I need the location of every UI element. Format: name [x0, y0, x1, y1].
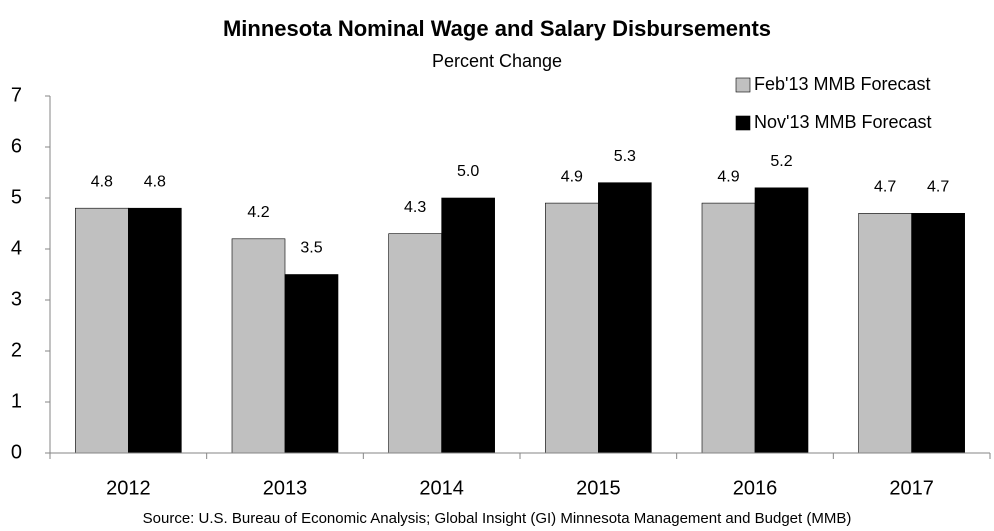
- bar: [911, 213, 965, 454]
- data-label: 3.5: [300, 240, 322, 257]
- chart-subtitle: Percent Change: [432, 51, 562, 71]
- data-label: 5.2: [770, 153, 792, 170]
- data-label: 4.3: [404, 199, 426, 216]
- legend-swatch: [735, 77, 751, 93]
- data-label: 4.8: [91, 173, 113, 190]
- bar: [388, 233, 442, 454]
- x-tick-label: 2013: [263, 477, 308, 499]
- data-label: 5.0: [457, 163, 479, 180]
- data-label: 4.8: [144, 173, 166, 190]
- x-tick-label: 2012: [106, 477, 151, 499]
- bar: [75, 207, 129, 454]
- x-tick-label: 2017: [889, 477, 934, 499]
- y-tick-label: 7: [11, 84, 22, 106]
- bar: [598, 182, 652, 454]
- y-tick-label: 1: [11, 390, 22, 412]
- bar: [754, 187, 809, 454]
- bar: [128, 207, 182, 454]
- y-tick-label: 5: [11, 186, 22, 208]
- y-tick-label: 3: [11, 288, 22, 310]
- legend-swatch: [735, 115, 751, 131]
- bar: [284, 274, 339, 454]
- bar: [545, 202, 599, 454]
- bar: [441, 197, 495, 454]
- data-label: 4.9: [717, 168, 739, 185]
- legend-label: Nov'13 MMB Forecast: [754, 112, 932, 132]
- x-tick-label: 2016: [733, 477, 778, 499]
- data-label: 4.9: [561, 168, 583, 185]
- y-tick-label: 2: [11, 339, 22, 361]
- x-tick-label: 2015: [576, 477, 621, 499]
- chart-title: Minnesota Nominal Wage and Salary Disbur…: [223, 16, 771, 41]
- data-label: 4.7: [874, 179, 896, 196]
- legend-label: Feb'13 MMB Forecast: [754, 74, 931, 94]
- data-label: 5.3: [614, 148, 636, 165]
- y-tick-label: 4: [11, 237, 22, 259]
- bar: [231, 238, 286, 454]
- bar: [858, 213, 912, 454]
- y-tick-label: 0: [11, 441, 22, 463]
- x-tick-label: 2014: [419, 477, 464, 499]
- y-tick-label: 6: [11, 135, 22, 157]
- source-note: Source: U.S. Bureau of Economic Analysis…: [143, 510, 852, 527]
- data-label: 4.2: [247, 204, 269, 221]
- bar: [701, 202, 756, 454]
- data-label: 4.7: [927, 179, 949, 196]
